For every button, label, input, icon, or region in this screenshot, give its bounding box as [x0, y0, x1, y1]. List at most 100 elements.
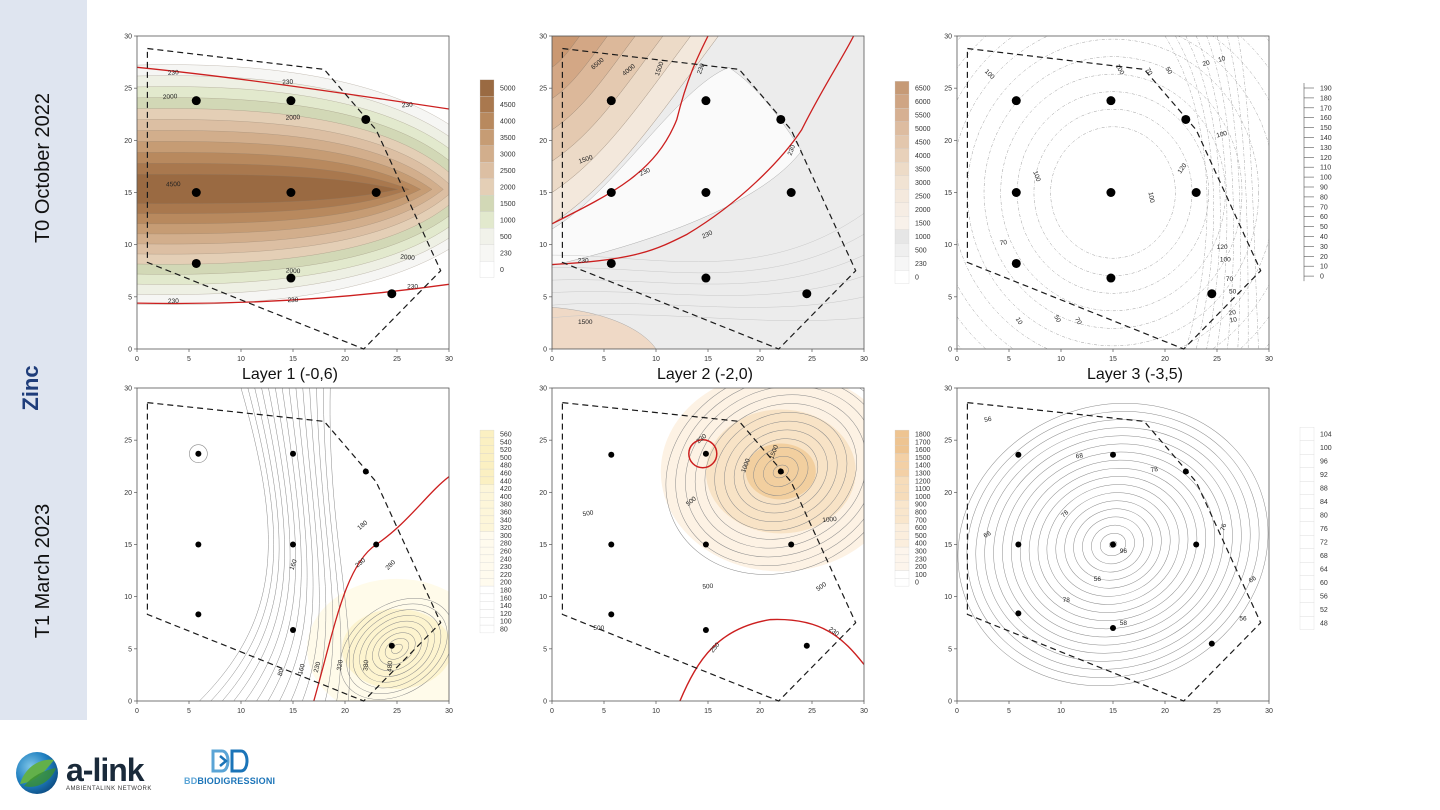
contour-label: 230: [287, 297, 298, 304]
axes: 0 5 10 15 20 25 30 0 5 10 15 20 25 30: [124, 34, 453, 364]
legend-label: 6500: [915, 86, 931, 93]
legend-label: 2500: [500, 168, 516, 175]
contour-fill: [935, 30, 1345, 370]
legend-swatch: [894, 492, 910, 501]
contour-line: [966, 411, 1260, 678]
y-tick-label: 30: [124, 34, 132, 41]
x-tick-label: 5: [1007, 356, 1011, 363]
plot-t1-layer2: 0 5 10 15 20 25 30 0 5 10 15 20 25 30 230 1000 1500 500 50…: [530, 382, 940, 722]
contour-line: [665, 388, 864, 575]
x-tick-label: 10: [652, 356, 660, 363]
sampling-point: [1015, 451, 1022, 458]
legend-label: 300: [915, 549, 927, 556]
threshold-230-line: [313, 476, 449, 701]
sampling-point: [701, 273, 711, 283]
y-tick-label: 15: [944, 190, 952, 197]
contour-line: [1164, 36, 1208, 349]
legend-swatch: [894, 216, 910, 230]
contour-line: [1011, 451, 1215, 638]
y-tick-label: 0: [948, 347, 952, 354]
legend-label: 3500: [500, 135, 516, 142]
y-tick-label: 30: [124, 386, 132, 393]
sampling-point: [1110, 541, 1116, 548]
contour-label: 66: [1248, 575, 1258, 585]
legend-swatch: [894, 189, 910, 203]
y-tick-label: 0: [543, 347, 547, 354]
sampling-point: [803, 642, 810, 649]
contour-label: 250: [709, 641, 722, 654]
legend-swatch: [479, 585, 495, 595]
y-tick-label: 0: [128, 347, 132, 354]
y-tick-label: 5: [128, 294, 132, 301]
sampling-point: [608, 451, 615, 458]
legend-swatch: [894, 121, 910, 136]
sampling-point: [776, 114, 786, 124]
legend-label: 3000: [500, 152, 516, 159]
legend-label: 400: [915, 541, 927, 548]
y-tick-label: 25: [124, 438, 132, 445]
x-tick-label: 30: [445, 708, 453, 715]
bd-prefix: BD: [184, 776, 198, 786]
legend-swatch: [894, 229, 910, 244]
contour-label: 280: [384, 559, 397, 572]
contour-label: 230: [354, 557, 367, 570]
contour-label: 230: [787, 144, 797, 157]
legend-swatch: [1299, 440, 1315, 455]
legend-label: 4000: [500, 119, 516, 126]
contour-line: [359, 615, 435, 683]
legend-swatch: [894, 507, 910, 517]
y-tick-label: 20: [944, 490, 952, 497]
contour-line: [763, 456, 799, 487]
legend-swatch: [1299, 548, 1315, 563]
x-tick-label: 20: [341, 708, 349, 715]
sampling-point: [802, 289, 812, 299]
legend-label: 0: [915, 275, 919, 282]
legend-label: 800: [915, 510, 927, 517]
sampling-point: [1011, 258, 1021, 268]
y-tick-label: 5: [128, 646, 132, 653]
contour-label: 1500: [578, 319, 593, 326]
legend-swatch: [894, 484, 910, 493]
legend-label: 420: [500, 486, 512, 493]
legend-swatch: [894, 578, 910, 587]
legend-label: 1200: [915, 478, 931, 485]
legend-swatch: [479, 523, 495, 532]
x-tick-label: 25: [808, 708, 816, 715]
x-tick-label: 10: [1057, 356, 1065, 363]
legend-label: 500: [915, 248, 927, 255]
y-tick-label: 30: [539, 386, 547, 393]
contour-label: 380: [362, 659, 370, 671]
legend-label: 1700: [915, 439, 931, 446]
contour-line: [378, 632, 416, 666]
contour-label: 50: [1052, 314, 1062, 324]
legend-swatch: [479, 546, 495, 556]
sampling-point: [701, 188, 711, 197]
contour-line: [935, 30, 1345, 370]
contour-line: [256, 388, 296, 701]
x-tick-label: 25: [393, 356, 401, 363]
contour-line: [1046, 484, 1180, 605]
sampling-point: [1011, 188, 1021, 197]
sampling-point: [1015, 610, 1022, 617]
contour-line: [1082, 516, 1144, 573]
legend-swatch: [1299, 467, 1315, 482]
legend-label: 900: [915, 502, 927, 509]
legend-label: 60: [1320, 580, 1328, 587]
legend-swatch: [479, 578, 495, 587]
threshold-230-line: [137, 283, 449, 305]
site-boundary: [966, 47, 1262, 350]
contour-label: 160: [289, 558, 299, 571]
y-tick-label: 10: [124, 242, 132, 249]
legend-swatch: [479, 531, 495, 540]
x-tick-label: 0: [955, 356, 959, 363]
sampling-point: [1193, 541, 1200, 548]
contour-label: 120: [1177, 162, 1189, 175]
contour-label: 2000: [400, 254, 415, 262]
legend-swatch: [479, 112, 495, 130]
x-tick-label: 15: [704, 356, 712, 363]
sampling-point: [786, 188, 796, 197]
sampling-point: [606, 96, 616, 106]
contour-label: 78: [1060, 509, 1070, 519]
legend-label: 1800: [915, 432, 931, 439]
